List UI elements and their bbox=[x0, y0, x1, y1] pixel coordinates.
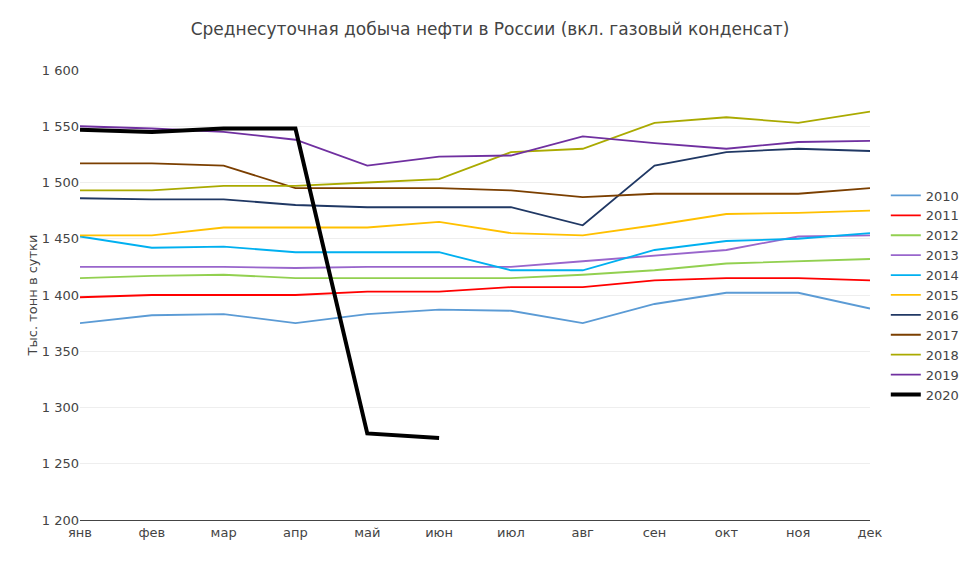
svg-text:1 350: 1 350 bbox=[42, 344, 79, 359]
svg-text:1 500: 1 500 bbox=[42, 175, 79, 190]
svg-text:Среднесуточная добыча нефти в: Среднесуточная добыча нефти в России (вк… bbox=[191, 19, 790, 39]
svg-text:2016: 2016 bbox=[926, 308, 959, 323]
svg-text:2012: 2012 bbox=[926, 228, 959, 243]
svg-text:мар: мар bbox=[211, 525, 237, 540]
svg-text:1 250: 1 250 bbox=[42, 456, 79, 471]
svg-text:2018: 2018 bbox=[926, 348, 959, 363]
svg-text:2010: 2010 bbox=[926, 189, 959, 204]
svg-text:2014: 2014 bbox=[926, 268, 959, 283]
svg-text:май: май bbox=[354, 525, 380, 540]
svg-text:фев: фев bbox=[138, 525, 165, 540]
svg-text:июн: июн bbox=[425, 525, 453, 540]
svg-text:ноя: ноя bbox=[786, 525, 810, 540]
svg-text:дек: дек bbox=[858, 525, 883, 540]
svg-text:апр: апр bbox=[283, 525, 308, 540]
svg-text:2011: 2011 bbox=[926, 208, 959, 223]
svg-text:окт: окт bbox=[715, 525, 739, 540]
svg-text:1 450: 1 450 bbox=[42, 231, 79, 246]
svg-text:1 300: 1 300 bbox=[42, 400, 79, 415]
svg-text:сен: сен bbox=[643, 525, 667, 540]
svg-text:1 400: 1 400 bbox=[42, 288, 79, 303]
svg-text:2013: 2013 bbox=[926, 248, 959, 263]
svg-text:янв: янв bbox=[68, 525, 92, 540]
svg-text:2020: 2020 bbox=[926, 388, 959, 403]
svg-text:2019: 2019 bbox=[926, 368, 959, 383]
svg-text:июл: июл bbox=[497, 525, 525, 540]
svg-text:1 200: 1 200 bbox=[42, 513, 79, 528]
svg-text:2015: 2015 bbox=[926, 288, 959, 303]
svg-text:1 550: 1 550 bbox=[42, 119, 79, 134]
svg-text:1 600: 1 600 bbox=[42, 63, 79, 78]
svg-text:2017: 2017 bbox=[926, 328, 959, 343]
svg-text:авг: авг bbox=[571, 525, 594, 540]
svg-text:Тыс. тонн в сутки: Тыс. тонн в сутки bbox=[25, 235, 40, 357]
